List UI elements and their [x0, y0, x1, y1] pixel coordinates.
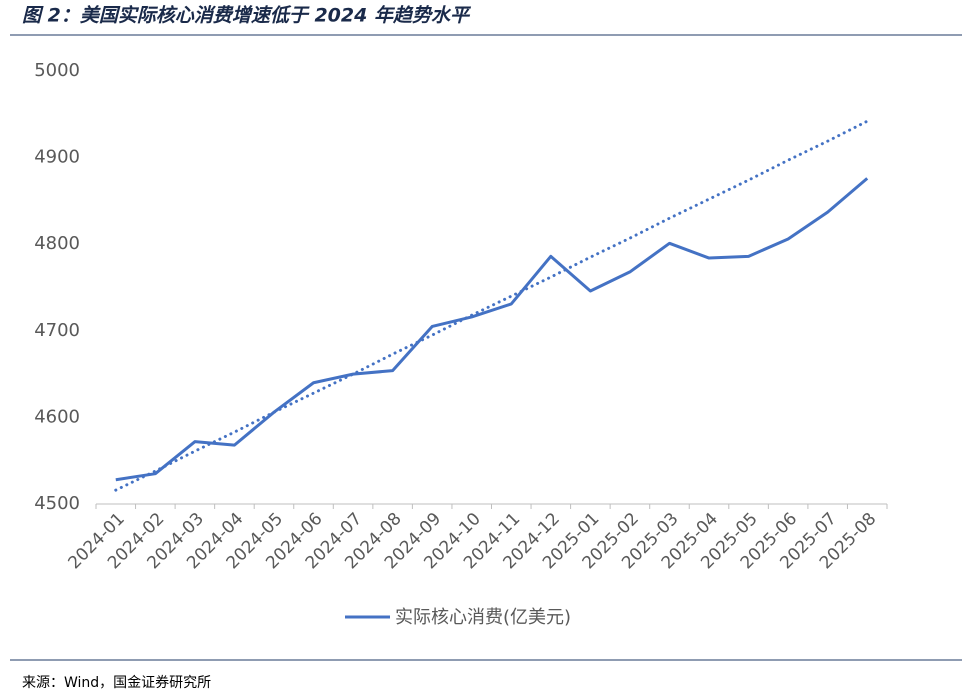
y-tick-label: 5000 [34, 60, 80, 81]
legend-label: 实际核心消费(亿美元) [395, 607, 571, 628]
source-note: 来源：Wind，国金证券研究所 [22, 675, 211, 691]
y-tick-label: 4700 [34, 320, 80, 341]
y-tick-label: 4800 [34, 233, 80, 254]
y-tick-label: 4500 [34, 493, 80, 514]
y-tick-label: 4600 [34, 406, 80, 427]
series-line [115, 177, 869, 482]
chart-title: 图 2：美国实际核心消费增速低于 2024 年趋势水平 [22, 5, 472, 27]
y-tick-label: 4900 [34, 147, 80, 168]
trend-line [114, 119, 869, 492]
